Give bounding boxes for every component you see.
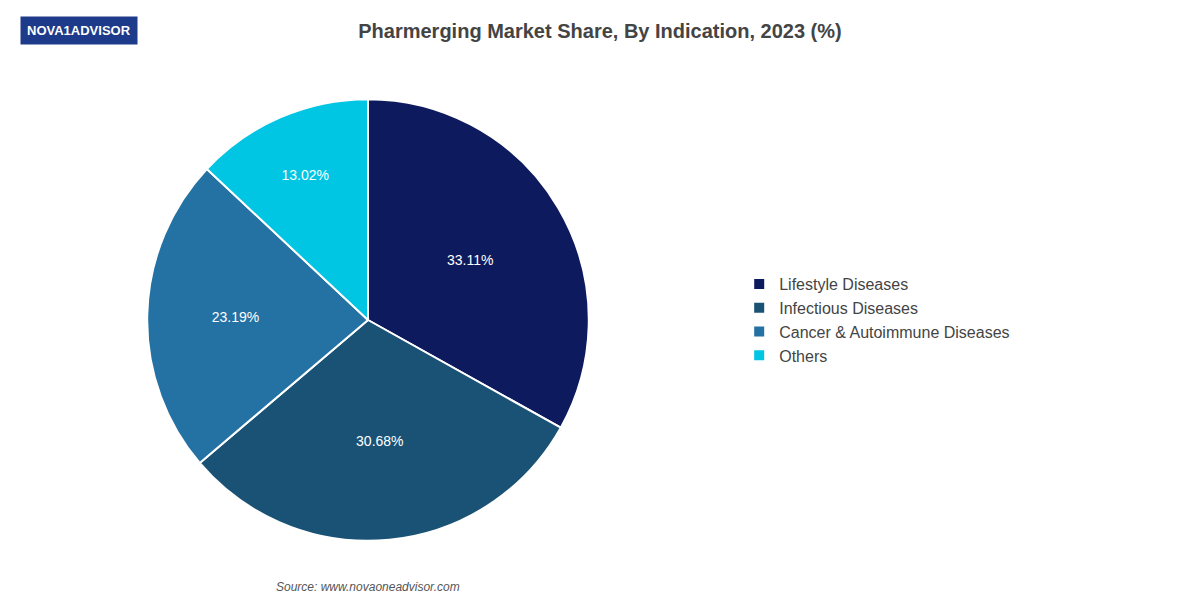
svg-text:Pharmerging Market Share, By I: Pharmerging Market Share, By Indication,… (358, 20, 841, 42)
svg-text:Cancer & Autoimmune Diseases: Cancer & Autoimmune Diseases (779, 324, 1009, 341)
svg-text:Infectious Diseases: Infectious Diseases (779, 300, 918, 317)
svg-text:Lifestyle Diseases: Lifestyle Diseases (779, 276, 908, 293)
svg-text:23.19%: 23.19% (212, 309, 259, 325)
svg-text:NOVA1ADVISOR: NOVA1ADVISOR (27, 23, 131, 38)
svg-text:Others: Others (779, 348, 827, 365)
svg-text:33.11%: 33.11% (447, 252, 493, 268)
svg-text:13.02%: 13.02% (281, 167, 328, 183)
svg-text:Source: www.novaoneadvisor.com: Source: www.novaoneadvisor.com (276, 580, 460, 594)
svg-text:30.68%: 30.68% (356, 433, 403, 449)
